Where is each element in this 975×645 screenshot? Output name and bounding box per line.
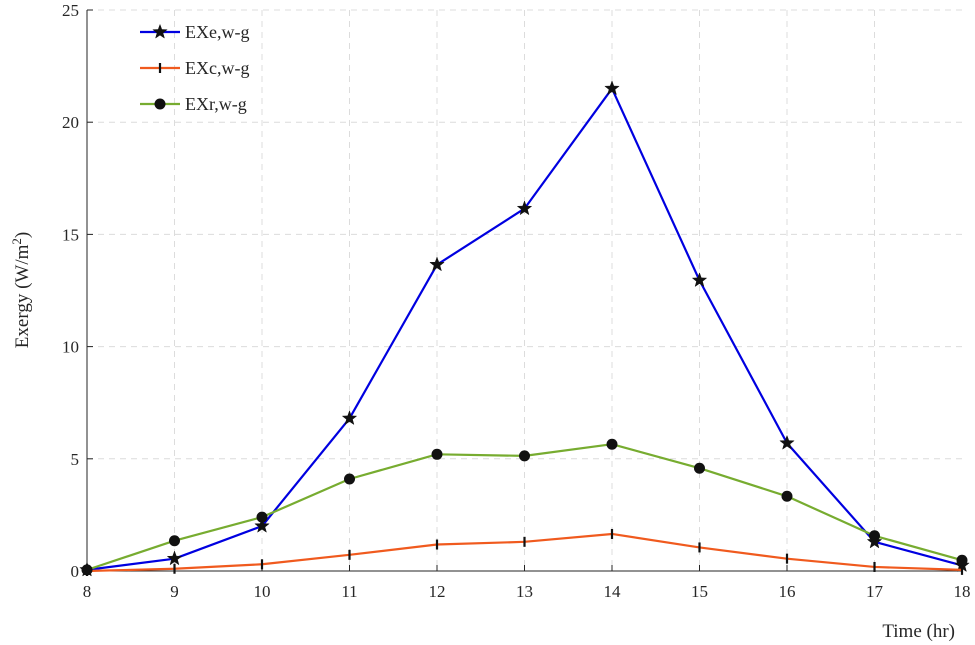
legend-entry: EXc,w-g xyxy=(140,58,249,78)
data-point xyxy=(869,530,880,542)
legend-entry: EXe,w-g xyxy=(140,22,249,42)
data-point xyxy=(344,473,355,485)
legend: EXe,w-g EXc,w-g EXr,w-g xyxy=(140,22,249,114)
data-point xyxy=(691,272,708,288)
y-tick-label: 25 xyxy=(62,1,79,20)
y-axis-label-main: Exergy (W/m xyxy=(12,244,33,348)
data-point xyxy=(431,448,443,460)
x-tick-label: 13 xyxy=(516,582,533,601)
data-point xyxy=(169,535,180,547)
data-point xyxy=(516,200,533,216)
y-tick-label: 0 xyxy=(71,562,80,581)
x-tick-label: 14 xyxy=(604,582,622,601)
data-point xyxy=(604,80,620,96)
x-tick-label: 9 xyxy=(170,582,179,601)
x-tick-label: 17 xyxy=(866,582,884,601)
data-point xyxy=(956,554,968,566)
data-point xyxy=(694,462,705,474)
x-tick-labels: 8 9 10 11 12 13 14 15 16 17 18 xyxy=(83,565,971,601)
series-2 xyxy=(85,528,964,576)
y-axis-label-sup: 2 xyxy=(9,238,24,245)
legend-entry: EXr,w-g xyxy=(140,94,247,114)
y-tick-label: 10 xyxy=(62,338,79,357)
data-point xyxy=(256,511,268,523)
legend-marker xyxy=(154,98,166,110)
x-tick-label: 15 xyxy=(691,582,708,601)
x-tick-label: 12 xyxy=(429,582,446,601)
y-tick-label: 20 xyxy=(62,113,79,132)
data-point xyxy=(606,438,618,450)
x-tick-label: 8 xyxy=(83,582,92,601)
data-point xyxy=(779,434,795,450)
y-tick-label: 15 xyxy=(62,225,79,244)
grid xyxy=(87,9,962,571)
y-tick-labels: 0 5 10 15 20 25 xyxy=(62,1,93,581)
series-3 xyxy=(81,438,968,576)
x-tick-label: 18 xyxy=(954,582,971,601)
y-tick-label: 5 xyxy=(71,450,80,469)
data-point xyxy=(81,564,93,576)
x-tick-label: 11 xyxy=(341,582,357,601)
legend-marker xyxy=(152,23,168,39)
y-axis-label: Exergy (W/m2) xyxy=(9,232,33,348)
x-tick-label: 16 xyxy=(779,582,796,601)
legend-label: EXe,w-g xyxy=(185,22,249,42)
data-point xyxy=(341,410,358,426)
data-point xyxy=(519,450,530,462)
data-point xyxy=(254,517,270,533)
legend-label: EXc,w-g xyxy=(185,58,249,78)
data-point xyxy=(166,550,183,566)
data-point xyxy=(429,256,445,272)
legend-label: EXr,w-g xyxy=(185,94,247,114)
x-tick-label: 10 xyxy=(254,582,271,601)
x-axis-label: Time (hr) xyxy=(882,621,955,642)
y-axis-label-close: ) xyxy=(12,232,33,238)
data-point xyxy=(781,490,793,502)
series-layer xyxy=(79,80,970,577)
